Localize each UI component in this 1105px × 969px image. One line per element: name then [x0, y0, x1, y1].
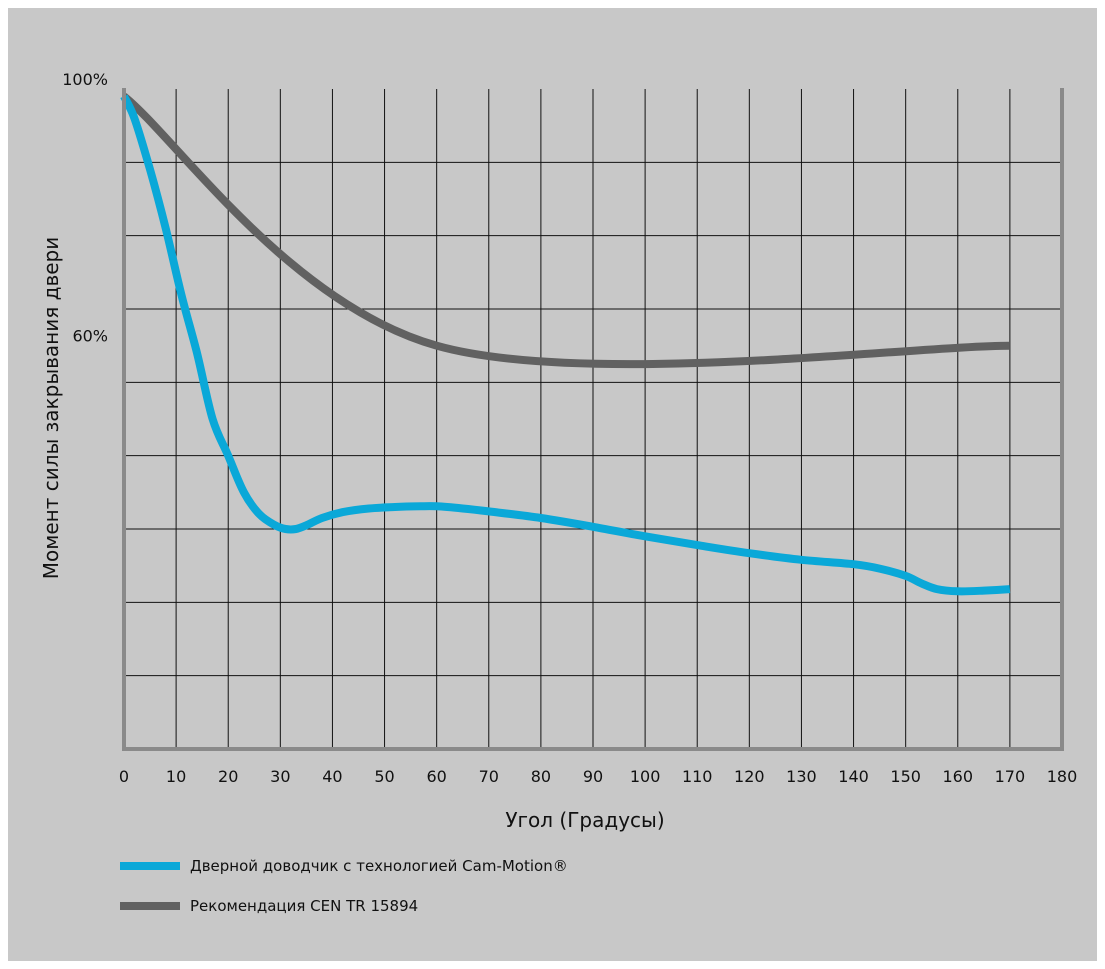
x-tick-label-10: 10	[166, 767, 186, 786]
x-tick-label-160: 160	[943, 767, 974, 786]
x-tick-label-100: 100	[630, 767, 661, 786]
y-tick-label-100pct: 100%	[62, 70, 108, 89]
x-axis-title: Угол (Градусы)	[505, 808, 664, 832]
y-tick-label-60pct: 60%	[72, 327, 108, 346]
series-line-0	[120, 94, 1011, 596]
x-tick-labels: 0 10 20 30 40 50 60 70 80 90 100 110 120 130 140 150 160…	[119, 767, 1077, 786]
x-tick-label-0: 0	[119, 767, 129, 786]
y-tick-labels: 100% 60%	[62, 70, 108, 346]
x-tick-label-20: 20	[218, 767, 238, 786]
x-tick-label-90: 90	[583, 767, 603, 786]
x-tick-label-60: 60	[426, 767, 446, 786]
x-tick-label-120: 120	[734, 767, 765, 786]
x-tick-label-110: 110	[682, 767, 713, 786]
x-tick-label-40: 40	[322, 767, 342, 786]
legend-label-1: Рекомендация CEN TR 15894	[190, 897, 418, 915]
legend-label-0: Дверной доводчик с технологией Cam-Motio…	[190, 857, 568, 875]
legend-swatch-0	[120, 862, 180, 870]
x-tick-label-70: 70	[479, 767, 499, 786]
legend: Дверной доводчик с технологией Cam-Motio…	[120, 857, 568, 915]
legend-swatch-1	[120, 902, 180, 910]
series-line-1	[121, 93, 1010, 369]
x-tick-label-170: 170	[995, 767, 1026, 786]
x-tick-label-130: 130	[786, 767, 817, 786]
x-tick-label-80: 80	[531, 767, 551, 786]
series-layer	[120, 93, 1011, 596]
x-tick-label-180: 180	[1047, 767, 1078, 786]
x-tick-label-150: 150	[890, 767, 921, 786]
x-tick-label-30: 30	[270, 767, 290, 786]
grid-lines	[124, 89, 1062, 749]
y-axis-title: Момент силы закрывания двери	[39, 237, 63, 579]
axes-layer	[122, 88, 1064, 751]
x-tick-label-50: 50	[374, 767, 394, 786]
x-tick-label-140: 140	[838, 767, 869, 786]
